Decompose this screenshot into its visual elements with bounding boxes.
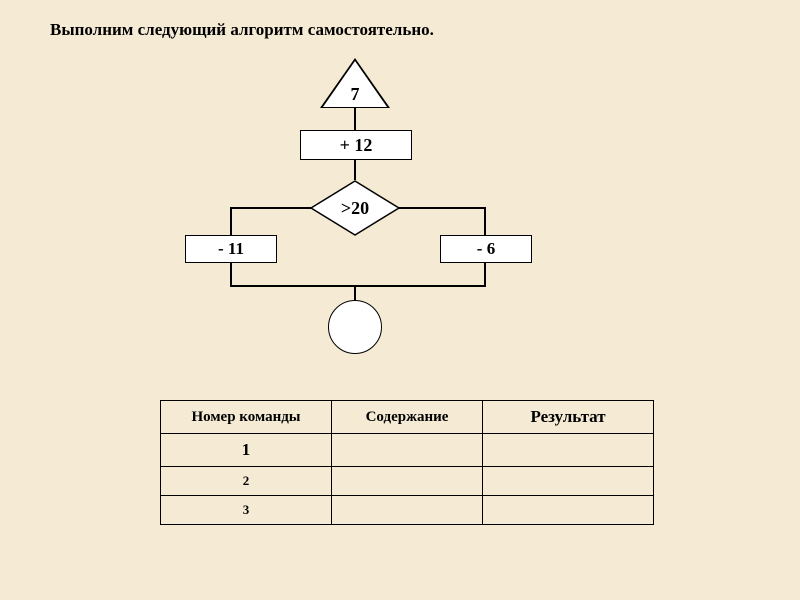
table-cell-result [483,496,654,525]
edge [230,207,232,235]
command-table: Номер команды Содержание Результат 1 2 3 [160,400,654,525]
edge [230,285,486,287]
table-row: 2 [161,467,654,496]
edge [398,207,485,209]
table-cell-num: 2 [161,467,332,496]
flowchart-decision-node: >20 [310,180,400,236]
edge [354,108,356,130]
table-header: Номер команды [161,401,332,434]
edge [354,160,356,180]
flowchart-right-node: - 6 [440,235,532,263]
edge [230,263,232,285]
page-title: Выполним следующий алгоритм самостоятель… [50,20,434,40]
edge [484,263,486,285]
table-cell-num: 3 [161,496,332,525]
flowchart-start-node: 7 [320,58,390,108]
table-cell-content [332,496,483,525]
table-cell-content [332,434,483,467]
edge [354,285,356,301]
table-cell-result [483,467,654,496]
flowchart-op1-node: + 12 [300,130,412,160]
edge [230,207,312,209]
table-header: Содержание [332,401,483,434]
table-header-row: Номер команды Содержание Результат [161,401,654,434]
flowchart-left-node: - 11 [185,235,277,263]
flowchart-end-node [328,300,382,354]
flowchart-decision-label: >20 [310,180,400,236]
table-cell-result [483,434,654,467]
edge [484,207,486,235]
table-cell-content [332,467,483,496]
table-cell-num: 1 [161,434,332,467]
table-row: 3 [161,496,654,525]
table-header: Результат [483,401,654,434]
flowchart-start-label: 7 [320,84,390,105]
table-row: 1 [161,434,654,467]
